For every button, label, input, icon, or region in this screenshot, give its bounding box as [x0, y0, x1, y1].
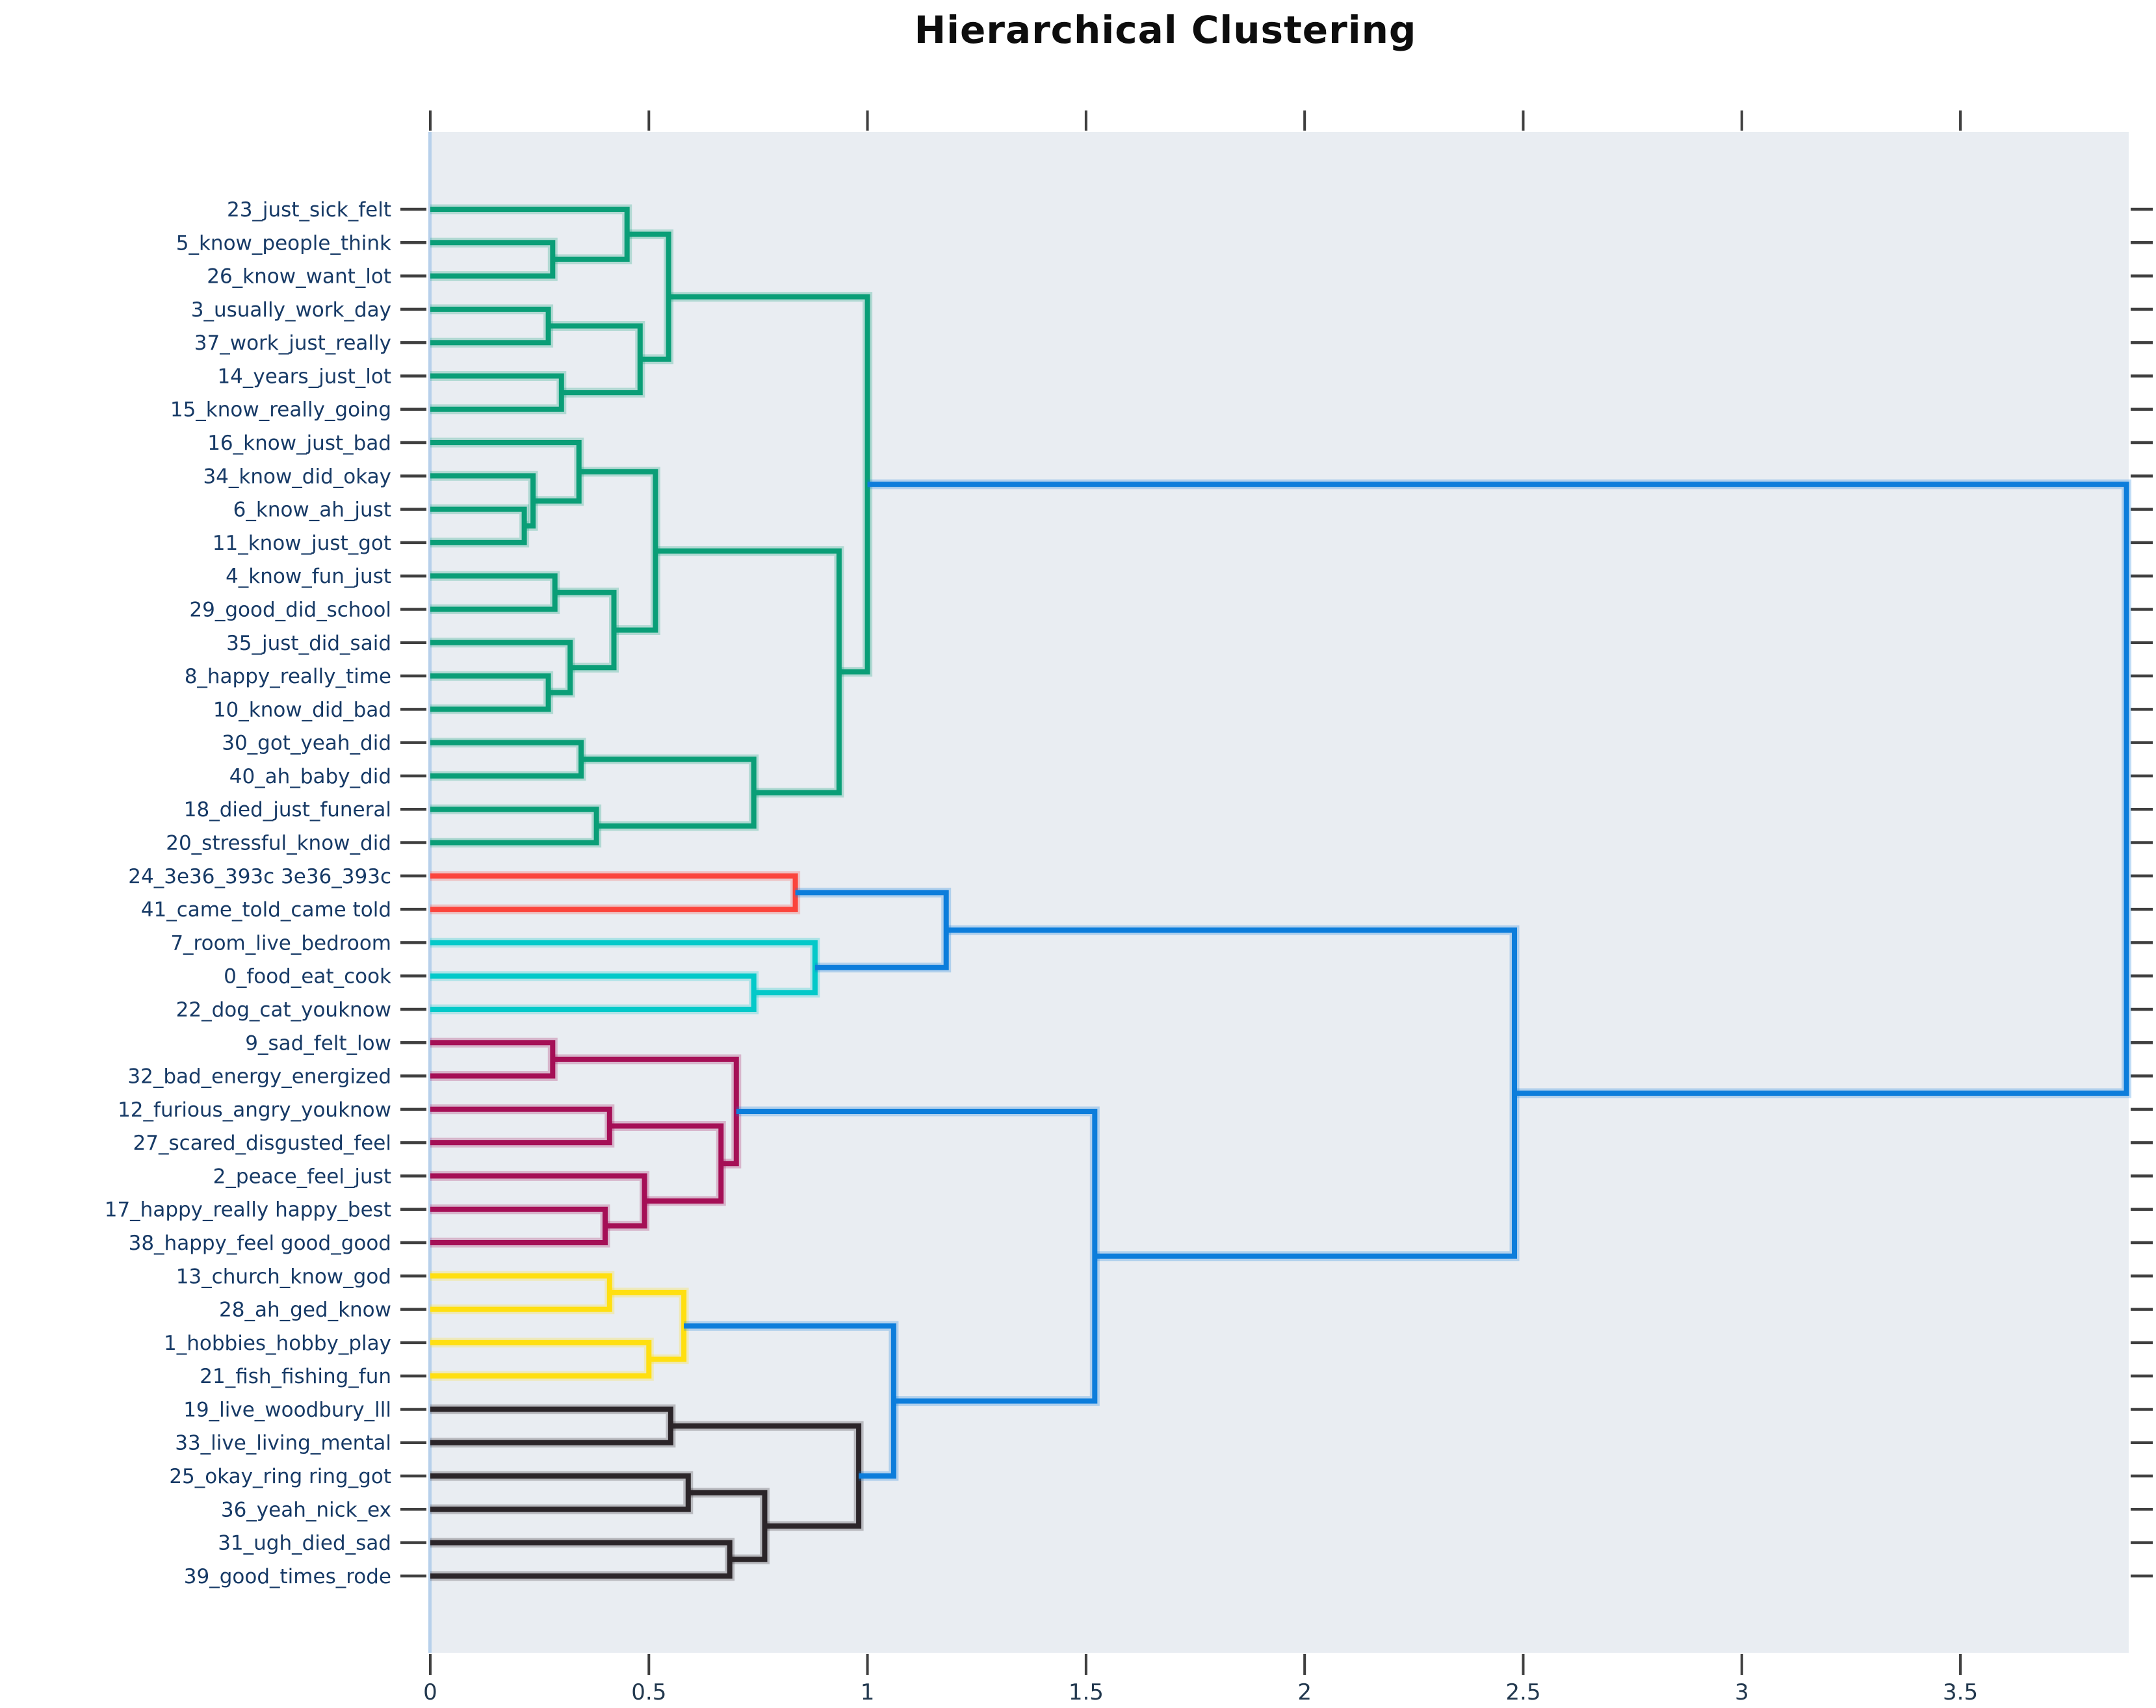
leaf-label: 16_know_just_bad [207, 432, 391, 455]
leaf-label: 29_good_did_school [189, 598, 391, 621]
leaf-label: 30_got_yeah_did [222, 732, 391, 755]
leaf-label: 32_bad_energy_energized [127, 1065, 391, 1089]
left-spine [428, 132, 432, 1653]
leaf-label: 12_furious_angry_youknow [118, 1098, 391, 1122]
dendrogram-link [867, 482, 2129, 1096]
leaf-label: 18_died_just_funeral [184, 798, 391, 822]
plot-area [430, 132, 2129, 1653]
leaf-label: 8_happy_really_time [185, 665, 391, 688]
chart-title: Hierarchical Clustering [914, 8, 1417, 52]
leaf-label: 26_know_want_lot [207, 265, 391, 289]
leaf-label: 21_fish_fishing_fun [200, 1365, 391, 1388]
leaf-label: 40_ah_baby_did [229, 765, 391, 788]
leaf-label: 15_know_really_going [170, 398, 391, 422]
leaf-label: 5_know_people_think [176, 231, 391, 255]
x-tick-label: 2.5 [1505, 1679, 1540, 1705]
x-tick-label: 1 [861, 1679, 875, 1705]
leaf-label: 6_know_ah_just [233, 498, 391, 522]
leaf-label: 3_usually_work_day [191, 298, 391, 322]
leaf-label: 41_came_told_came told [141, 898, 391, 922]
leaf-label: 33_live_living_mental [175, 1432, 391, 1455]
x-tick-label: 3 [1735, 1679, 1749, 1705]
leaf-label: 4_know_fun_just [226, 565, 391, 588]
leaf-label: 22_dog_cat_youknow [176, 998, 391, 1022]
leaf-label: 24_3e36_393c 3e36_393c [128, 865, 391, 888]
leaf-label: 1_hobbies_hobby_play [164, 1332, 391, 1355]
leaf-label: 37_work_just_really [194, 331, 391, 355]
leaf-label: 27_scared_disgusted_feel [133, 1132, 391, 1155]
leaf-label: 35_just_did_said [226, 632, 391, 655]
leaf-label: 39_good_times_rode [184, 1565, 391, 1588]
leaf-label: 20_stressful_know_did [166, 832, 391, 855]
leaf-label: 13_church_know_god [176, 1265, 391, 1288]
x-tick-label: 0.5 [631, 1679, 666, 1705]
leaf-label: 38_happy_feel good_good [129, 1232, 391, 1255]
leaf-label: 23_just_sick_felt [227, 198, 391, 222]
leaf-label: 34_know_did_okay [203, 465, 391, 488]
leaf-label: 10_know_did_bad [213, 698, 391, 721]
leaf-label: 9_sad_felt_low [245, 1031, 391, 1055]
leaf-label: 17_happy_really happy_best [105, 1198, 391, 1222]
x-tick-label: 0 [423, 1679, 437, 1705]
leaf-label: 2_peace_feel_just [213, 1165, 391, 1188]
leaf-label: 0_food_eat_cook [224, 965, 391, 989]
leaf-label: 28_ah_ged_know [219, 1299, 391, 1322]
x-tick-label: 1.5 [1069, 1679, 1104, 1705]
leaf-label: 7_room_live_bedroom [170, 931, 391, 955]
leaf-label: 19_live_woodbury_lll [183, 1398, 391, 1421]
leaf-label: 14_years_just_lot [217, 365, 391, 388]
x-tick-label: 2 [1297, 1679, 1312, 1705]
leaf-label: 25_okay_ring ring_got [169, 1465, 391, 1488]
x-tick-label: 3.5 [1943, 1679, 1978, 1705]
leaf-label: 11_know_just_got [213, 532, 391, 555]
leaf-label: 36_yeah_nick_ex [221, 1498, 391, 1521]
leaf-label: 31_ugh_died_sad [218, 1532, 391, 1555]
